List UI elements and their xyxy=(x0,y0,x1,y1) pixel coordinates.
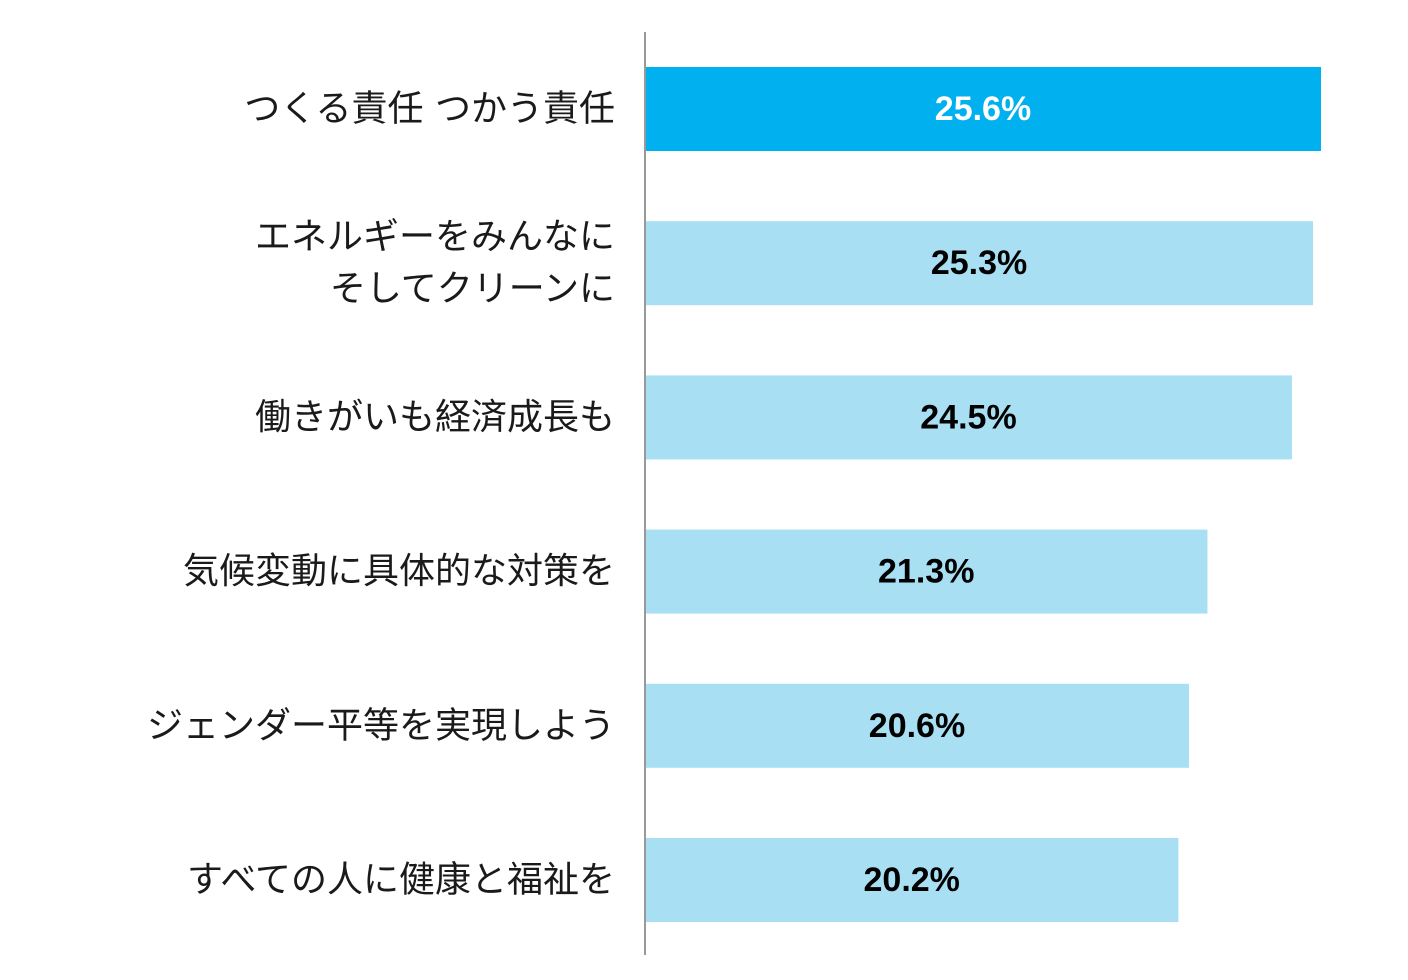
value-label-0: 25.6% xyxy=(935,90,1031,128)
category-labels-layer: つくる責任 つかう責任エネルギーをみんなにそしてクリーンに働きがいも経済成長も気… xyxy=(147,89,615,901)
value-label-1: 25.3% xyxy=(931,244,1027,282)
bar-3 xyxy=(645,529,1208,614)
category-label-0: つくる責任 つかう責任 xyxy=(244,89,615,130)
bar-2 xyxy=(645,375,1292,460)
bar-0 xyxy=(645,67,1321,151)
category-label-3: 気候変動に具体的な対策を xyxy=(183,551,615,592)
category-label-4: ジェンダー平等を実現しよう xyxy=(147,705,615,746)
value-label-4: 20.6% xyxy=(869,707,965,745)
value-label-3: 21.3% xyxy=(878,553,974,591)
category-label-1-line-0: エネルギーをみんなに xyxy=(255,217,615,258)
bars-layer: 25.6% 25.3% 24.5% 21.3% 20.6% 20.2% xyxy=(645,67,1321,922)
value-label-5: 20.2% xyxy=(864,861,960,899)
bar-4 xyxy=(645,683,1189,768)
value-label-2: 24.5% xyxy=(920,398,1016,436)
category-label-1-line-1: そしてクリーンに xyxy=(330,269,615,310)
category-label-5: すべての人に健康と福祉を xyxy=(187,860,615,901)
bar-1 xyxy=(645,221,1314,306)
category-label-2: 働きがいも経済成長も xyxy=(255,397,615,438)
bar-5 xyxy=(645,838,1179,922)
